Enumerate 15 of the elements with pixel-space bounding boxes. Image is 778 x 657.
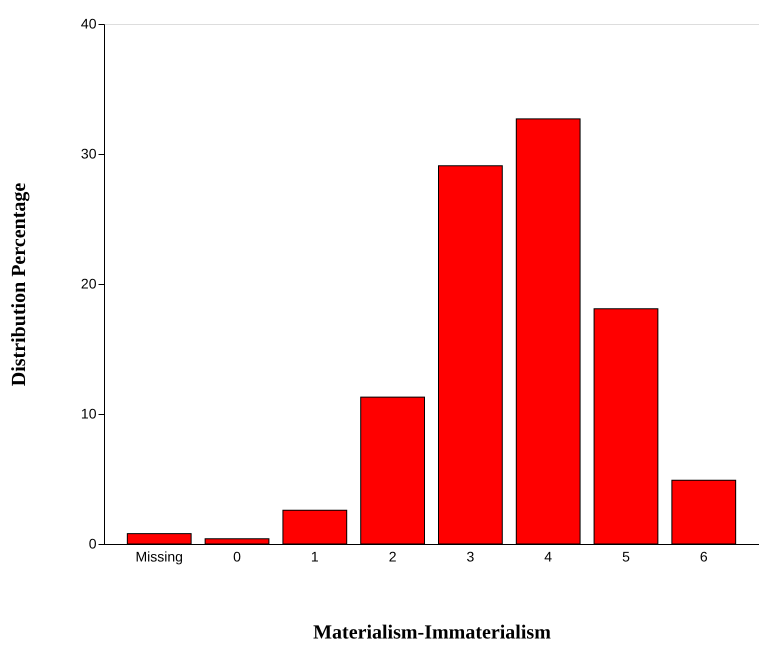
x-tick-label: 2 <box>388 548 397 564</box>
y-tick-label: 30 <box>80 146 97 162</box>
x-tick-label: 1 <box>310 548 319 564</box>
x-tick-label: 5 <box>622 548 630 564</box>
x-tick-label: 6 <box>700 548 708 564</box>
x-tick-label: 4 <box>544 548 552 564</box>
x-axis-title: Materialism-Immaterialism <box>313 622 552 644</box>
y-tick-label: 0 <box>88 536 97 552</box>
x-tick-label: 0 <box>233 548 242 564</box>
y-tick-label: 20 <box>80 276 97 292</box>
y-axis-title: Distribution Percentage <box>8 182 30 386</box>
x-tick-label: 3 <box>466 548 474 564</box>
y-tick-label: 40 <box>80 16 97 32</box>
y-tick-label: 10 <box>80 406 97 422</box>
x-tick-label: Missing <box>135 548 183 564</box>
